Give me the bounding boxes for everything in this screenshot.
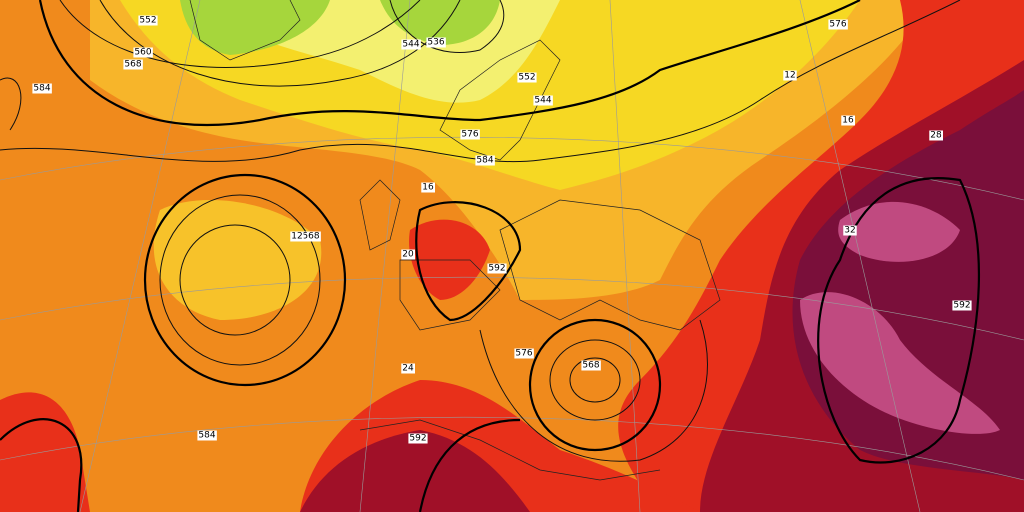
contour bbox=[479, 319, 708, 462]
label-background bbox=[401, 363, 415, 374]
contour-bold bbox=[0, 418, 83, 512]
contour-label: 592 bbox=[488, 264, 505, 274]
contour bbox=[59, 0, 421, 68]
field-yellow-low bbox=[153, 200, 322, 320]
contour-label: 592 bbox=[953, 301, 970, 311]
contour-bold bbox=[418, 418, 521, 512]
label-background bbox=[421, 182, 435, 193]
field-pink-east-1 bbox=[800, 292, 1000, 434]
contour bbox=[0, 77, 22, 131]
temp-label: 12 bbox=[291, 232, 302, 242]
label-background bbox=[841, 115, 855, 126]
field-darkred-south bbox=[300, 430, 530, 512]
label-background bbox=[828, 19, 848, 30]
contour-label: 568 bbox=[582, 361, 599, 371]
contour-bold bbox=[38, 0, 861, 127]
contour-label: 568 bbox=[124, 60, 141, 70]
contour-high bbox=[143, 173, 347, 387]
contour-label: 576 bbox=[829, 20, 846, 30]
label-background bbox=[301, 231, 321, 242]
temp-label: 16 bbox=[842, 116, 854, 126]
label-background bbox=[843, 225, 857, 236]
label-background bbox=[514, 348, 534, 359]
label-background bbox=[426, 37, 446, 48]
contour-label: 576 bbox=[461, 130, 478, 140]
coast-central-europe bbox=[499, 199, 721, 331]
coast-greenland bbox=[189, 0, 301, 61]
contour-label: 584 bbox=[476, 156, 493, 166]
temp-label: 24 bbox=[402, 364, 414, 374]
label-background bbox=[475, 155, 495, 166]
contour-low bbox=[549, 339, 641, 421]
contour-low bbox=[528, 318, 662, 452]
contour-label: 576 bbox=[515, 349, 532, 359]
label-background bbox=[133, 47, 153, 58]
label-background bbox=[197, 430, 217, 441]
label-background bbox=[783, 70, 797, 81]
contour bbox=[0, 0, 961, 163]
label-background bbox=[581, 360, 601, 371]
field-green-1 bbox=[180, 0, 330, 55]
field-pink-east-2 bbox=[838, 201, 960, 262]
label-background bbox=[138, 15, 158, 26]
temp-label: 12 bbox=[784, 71, 795, 81]
label-background bbox=[408, 433, 428, 444]
contour-label: 544 bbox=[402, 40, 419, 50]
contour-label: 584 bbox=[33, 84, 50, 94]
contour bbox=[389, 0, 505, 54]
coast-scandinavia bbox=[439, 39, 561, 161]
grid-line bbox=[79, 0, 201, 512]
label-background bbox=[952, 300, 972, 311]
temp-label: 32 bbox=[844, 226, 855, 236]
contour-label: 544 bbox=[534, 96, 551, 106]
contour-bold bbox=[415, 201, 522, 322]
label-background bbox=[487, 263, 507, 274]
label-background bbox=[517, 72, 537, 83]
grid-line bbox=[359, 0, 411, 512]
grid-line bbox=[609, 0, 641, 512]
label-background bbox=[401, 39, 421, 50]
contour-label: 552 bbox=[139, 16, 156, 26]
contour-low bbox=[569, 357, 621, 403]
temp-label: 28 bbox=[930, 131, 942, 141]
label-background bbox=[32, 83, 52, 94]
coastlines bbox=[189, 0, 721, 481]
temp-label: 20 bbox=[402, 250, 414, 260]
grid-line bbox=[799, 0, 921, 512]
label-background bbox=[401, 249, 415, 260]
contour-high bbox=[159, 194, 321, 366]
contour-label: 560 bbox=[134, 48, 151, 58]
contour-label: 584 bbox=[198, 431, 215, 441]
grid-line bbox=[0, 416, 1024, 481]
contour-label: 552 bbox=[518, 73, 535, 83]
label-background bbox=[533, 95, 553, 106]
contour-high bbox=[179, 224, 291, 336]
grid-line bbox=[0, 136, 1024, 201]
field-red-sw bbox=[0, 392, 90, 512]
coast-west-europe bbox=[359, 179, 501, 331]
label-background bbox=[290, 231, 304, 242]
contour-label: 536 bbox=[427, 38, 444, 48]
label-background bbox=[460, 129, 480, 140]
contour-label: 592 bbox=[409, 434, 426, 444]
contour-label: 568 bbox=[302, 232, 319, 242]
temp-label: 16 bbox=[422, 183, 434, 193]
label-background bbox=[929, 130, 943, 141]
contour-labels: 552 560 568 544 536 576 584 552 544 576 … bbox=[32, 15, 972, 444]
label-background bbox=[123, 59, 143, 70]
coast-north-africa bbox=[359, 419, 661, 481]
contour-bold bbox=[817, 177, 981, 464]
